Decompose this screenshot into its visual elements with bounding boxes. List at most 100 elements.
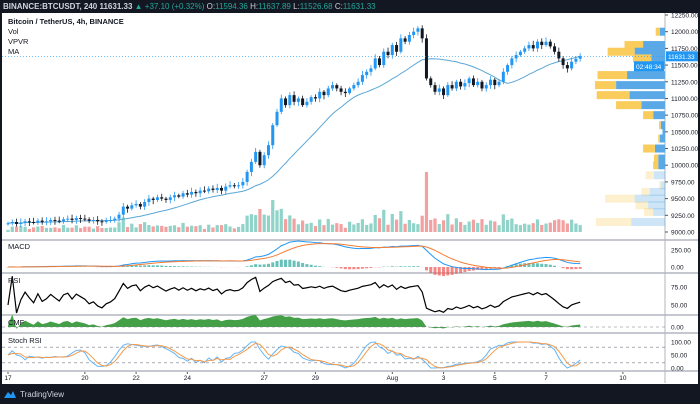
volume-bar — [143, 222, 147, 232]
volume-bar — [420, 215, 424, 232]
candle — [198, 187, 202, 198]
macd-histogram-bar — [518, 263, 522, 267]
candle-body — [164, 198, 168, 200]
volume-bar — [484, 224, 488, 232]
candle — [91, 216, 95, 224]
candle — [322, 89, 326, 100]
volume-bar — [87, 226, 91, 232]
candle-body — [53, 219, 57, 221]
volume-bar — [305, 223, 309, 232]
volume-bar — [459, 222, 463, 232]
legend-cmf[interactable]: CMF — [8, 318, 25, 327]
volume-bar — [275, 210, 279, 232]
candle — [476, 78, 480, 88]
volume-bar — [283, 219, 288, 232]
candle-body — [279, 98, 283, 112]
candle-body — [284, 98, 288, 106]
candle-body — [27, 221, 31, 223]
volume-bar — [228, 226, 232, 232]
volume-bar — [32, 227, 36, 232]
volume-bar — [14, 226, 19, 232]
candle-body — [126, 206, 130, 209]
candle — [164, 196, 168, 203]
price-tick-label: 9750.00 — [671, 179, 695, 186]
candle-body — [356, 81, 360, 86]
vpvr-up-bar — [616, 81, 665, 90]
candle — [232, 182, 236, 189]
volume-bar — [552, 220, 557, 232]
candle — [565, 61, 569, 73]
chart-svg[interactable]: 12250.00 12000.00 11750.00 11500.00 11250.00… — [2, 13, 698, 384]
volume-bar — [172, 225, 177, 232]
volume-bar — [219, 225, 224, 232]
candle-body — [561, 58, 565, 66]
candle — [553, 43, 557, 55]
candle-body — [433, 85, 437, 92]
macd-histogram-bar — [138, 265, 142, 267]
candle — [510, 55, 514, 69]
candle — [493, 77, 497, 90]
macd-histogram-bar — [548, 264, 552, 267]
candle — [113, 216, 117, 223]
volume-bar — [96, 226, 100, 232]
candle — [544, 37, 548, 47]
macd-histogram-bar — [160, 265, 164, 267]
volume-bar — [339, 224, 343, 232]
candle-body — [49, 219, 53, 222]
candle — [416, 26, 420, 36]
candle — [62, 217, 66, 224]
low-value: 11526.68 — [299, 2, 333, 11]
volume-bar — [356, 223, 360, 232]
vpvr-down-bar — [635, 201, 649, 210]
candle-body — [36, 220, 40, 223]
candle — [160, 193, 164, 202]
volume-bar — [130, 223, 134, 232]
vpvr-down-bar — [641, 187, 650, 196]
time-tick-label: 10 — [619, 375, 627, 382]
candle-body — [506, 65, 510, 72]
close-value: 11631.33 — [342, 2, 376, 11]
candle-body — [19, 222, 23, 224]
candle — [373, 54, 377, 71]
legend-vpvr[interactable]: VPVR — [8, 37, 29, 46]
volume-bar — [531, 223, 535, 232]
legend-stoch-rsi[interactable]: Stoch RSI — [8, 336, 42, 345]
legend-title: Bitcoin / TetherUS, 4h, BINANCE — [8, 17, 124, 26]
legend-macd[interactable]: MACD — [8, 242, 31, 251]
candle-body — [292, 95, 296, 102]
chart-area[interactable]: 12250.00 12000.00 11750.00 11500.00 11250.00… — [2, 13, 698, 384]
macd-histogram-bar — [262, 264, 266, 267]
candle-body — [399, 38, 403, 52]
candle-body — [420, 28, 424, 39]
candle — [249, 158, 253, 177]
vpvr-down-bar — [607, 47, 635, 56]
candle — [527, 41, 531, 51]
candle-body — [459, 81, 463, 87]
legend-rsi[interactable]: RSI — [8, 276, 21, 285]
macd-histogram-bar — [578, 267, 582, 269]
candle-body — [531, 45, 535, 49]
candle-body — [91, 219, 95, 221]
candle — [403, 36, 407, 45]
candle — [126, 204, 130, 213]
price-tick-label: 10500.00 — [671, 129, 698, 136]
macd-histogram-bar — [535, 263, 539, 267]
brand[interactable]: TradingView — [20, 389, 65, 399]
candle — [15, 218, 19, 227]
time-tick-label: 20 — [81, 375, 89, 382]
candle — [420, 25, 424, 43]
volume-bar — [390, 213, 394, 232]
candle — [365, 69, 369, 79]
volume-bar — [207, 224, 211, 232]
candle — [518, 50, 522, 57]
vpvr-down-bar — [595, 217, 632, 226]
legend-vol[interactable]: Vol — [8, 27, 19, 36]
candle-body — [570, 61, 574, 69]
candle — [224, 183, 228, 195]
candle-body — [220, 187, 223, 191]
vpvr-up-bar — [634, 194, 665, 203]
legend-ma[interactable]: MA — [8, 47, 20, 56]
macd-histogram-bar — [565, 267, 569, 270]
volume-bar — [61, 224, 66, 232]
candle — [134, 200, 138, 208]
